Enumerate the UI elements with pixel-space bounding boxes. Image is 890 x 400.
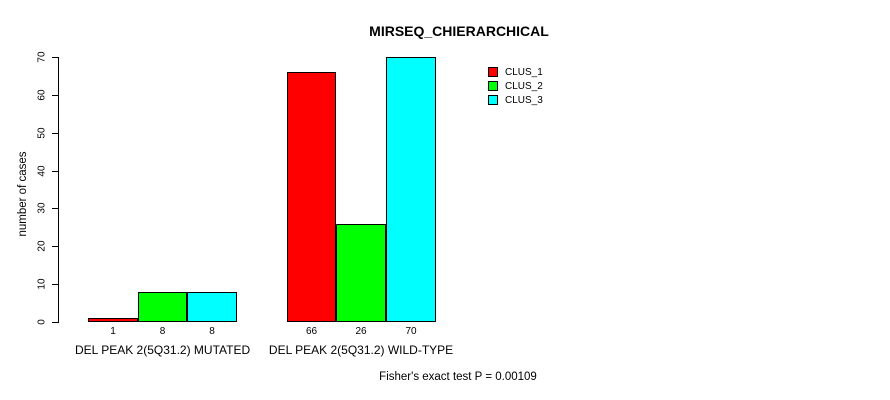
- y-tick-label: 60: [36, 89, 48, 101]
- y-tick-label: 0: [36, 319, 48, 325]
- legend-swatch-clus_3: [488, 95, 498, 105]
- fisher-test-annotation: Fisher's exact test P = 0.00109: [379, 371, 537, 383]
- y-tick-mark: [52, 133, 58, 134]
- legend-label: CLUS_3: [505, 94, 543, 106]
- bar-clus_1-group1: [88, 318, 138, 322]
- y-axis-title: number of cases: [17, 151, 29, 237]
- bar-clus_1-group2: [287, 72, 336, 322]
- bar-value-label: 1: [110, 326, 116, 337]
- bar-clus_2-group2: [336, 224, 386, 322]
- y-tick-label: 30: [36, 202, 48, 214]
- y-tick-mark: [52, 171, 58, 172]
- y-tick-label: 70: [36, 51, 48, 63]
- legend-label: CLUS_1: [505, 66, 543, 78]
- bar-value-label: 26: [355, 326, 367, 337]
- legend-item-clus_1: CLUS_1: [488, 65, 543, 79]
- legend-item-clus_3: CLUS_3: [488, 93, 543, 107]
- legend-swatch-clus_1: [488, 67, 498, 77]
- bar-value-label: 70: [405, 326, 417, 337]
- category-label-group2: DEL PEAK 2(5Q31.2) WILD-TYPE: [268, 343, 454, 357]
- y-tick-mark: [52, 57, 58, 58]
- bar-clus_3-group1: [187, 292, 237, 322]
- legend-item-clus_2: CLUS_2: [488, 79, 543, 93]
- y-tick-label: 40: [36, 165, 48, 177]
- bar-value-label: 8: [209, 326, 215, 337]
- legend-swatch-clus_2: [488, 81, 498, 91]
- bar-clus_3-group2: [386, 57, 436, 322]
- legend-label: CLUS_2: [505, 80, 543, 92]
- bar-value-label: 8: [159, 326, 166, 337]
- y-tick-mark: [52, 284, 58, 285]
- y-tick-mark: [52, 246, 58, 247]
- chart-title: MIRSEQ_CHIERARCHICAL: [369, 23, 549, 39]
- y-tick-mark: [52, 322, 58, 323]
- category-label-group1: DEL PEAK 2(5Q31.2) MUTATED: [74, 343, 251, 357]
- bar-clus_2-group1: [138, 292, 187, 322]
- y-tick-label: 20: [36, 240, 48, 252]
- y-tick-label: 10: [36, 278, 48, 290]
- y-tick-mark: [52, 95, 58, 96]
- y-tick-mark: [52, 208, 58, 209]
- y-tick-label: 50: [36, 127, 48, 139]
- bar-value-label: 66: [305, 326, 318, 337]
- y-axis-line: [58, 57, 59, 323]
